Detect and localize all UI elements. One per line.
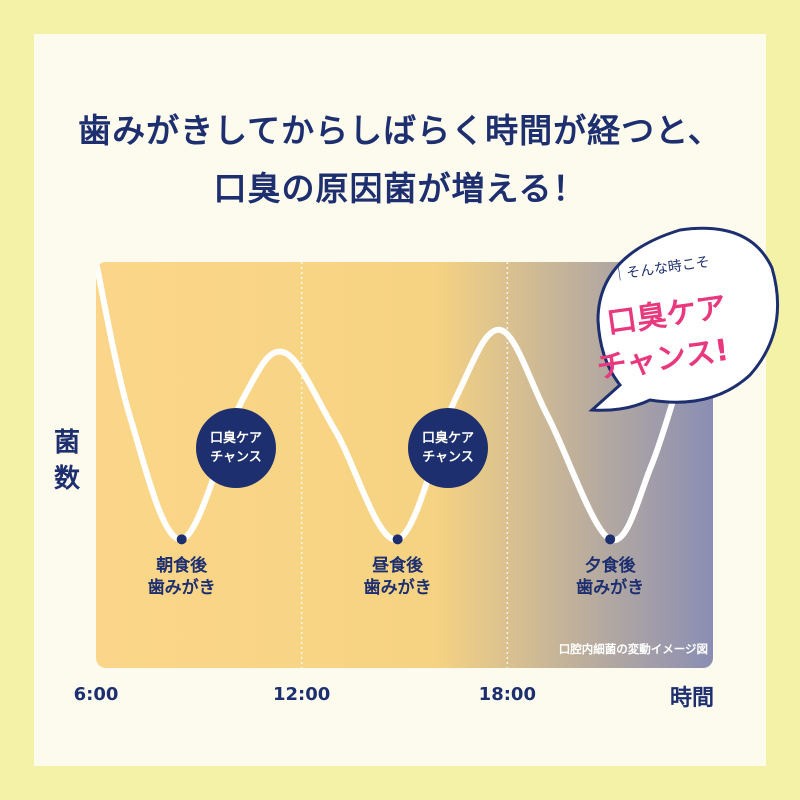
brushing-point — [392, 534, 403, 545]
chance-badge: 口臭ケア チャンス — [408, 408, 488, 488]
brushing-point — [176, 534, 187, 545]
brushing-annotation: 夕食後 歯みがき — [576, 556, 645, 599]
x-tick-label: 18:00 — [478, 684, 536, 705]
y-axis-label-part1: 菌 — [54, 428, 81, 458]
brushing-annotation: 朝食後 歯みがき — [147, 556, 216, 599]
plot-area — [96, 262, 713, 668]
x-tick-label: 12:00 — [273, 684, 331, 705]
speech-bubble — [588, 226, 780, 412]
page-title-line2: 口臭の原因菌が増える！ — [213, 169, 587, 208]
brushing-point — [605, 534, 616, 545]
x-tick-label: 6:00 — [73, 684, 119, 705]
x-axis-label: 時間 — [670, 686, 715, 711]
y-axis-label-part2: 数 — [54, 464, 81, 494]
chance-badge: 口臭ケア チャンス — [196, 408, 276, 488]
brushing-annotation: 昼食後 歯みがき — [363, 556, 432, 599]
page-title-line1: 歯みがきしてからしばらく時間が経つと、 — [78, 111, 722, 150]
chart-caption: 口腔内細菌の変動イメージ図 — [558, 642, 708, 656]
